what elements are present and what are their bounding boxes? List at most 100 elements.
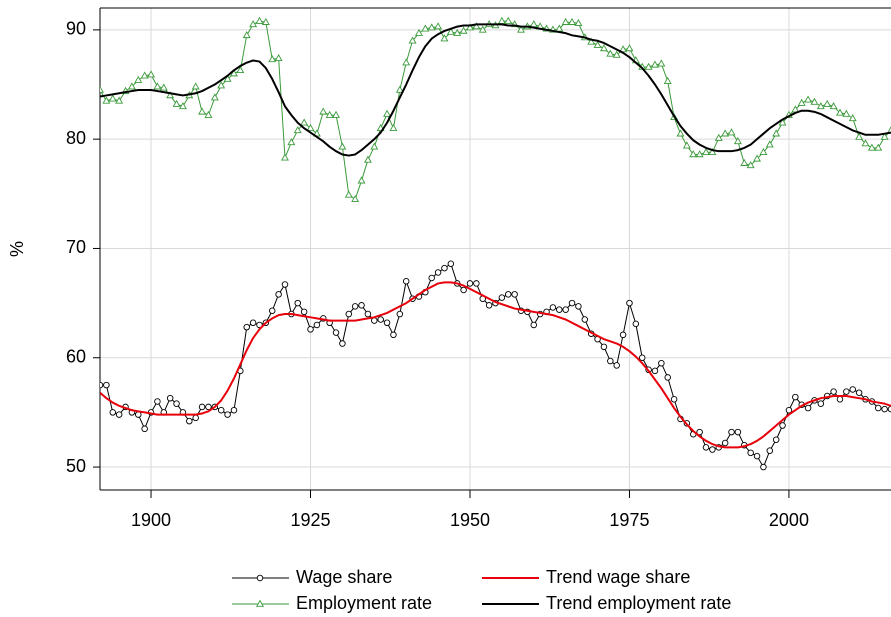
- point-marker: [408, 36, 417, 44]
- point-marker: [472, 22, 481, 30]
- point-marker: [281, 153, 289, 161]
- y-axis-label: %: [7, 241, 27, 257]
- point-marker: [421, 24, 430, 32]
- point-marker: [689, 150, 698, 158]
- point-marker: [759, 147, 768, 156]
- point-marker: [498, 294, 506, 301]
- point-marker: [293, 126, 302, 134]
- point-marker: [574, 18, 583, 27]
- point-marker: [619, 331, 627, 339]
- point-marker: [338, 142, 347, 150]
- point-marker: [466, 23, 474, 31]
- point-marker: [217, 406, 225, 414]
- point-marker: [100, 85, 104, 93]
- point-marker: [319, 107, 328, 115]
- point-marker: [242, 31, 251, 39]
- point-marker: [517, 25, 525, 33]
- point-marker: [402, 277, 410, 285]
- point-marker: [721, 129, 730, 137]
- point-marker: [414, 28, 423, 36]
- legend-label: Trend employment rate: [546, 593, 731, 613]
- legend-marker: [256, 574, 264, 582]
- point-marker: [396, 310, 404, 318]
- x-tick-label: 2000: [769, 510, 809, 530]
- point-marker: [383, 319, 391, 327]
- point-marker: [249, 20, 258, 28]
- point-marker: [275, 291, 282, 298]
- point-marker: [236, 65, 245, 74]
- point-marker: [504, 16, 513, 24]
- y-tick-label: 80: [66, 128, 86, 148]
- point-marker: [753, 452, 761, 460]
- point-marker: [664, 374, 671, 381]
- point-marker: [287, 138, 296, 146]
- point-marker: [746, 161, 755, 169]
- point-marker: [478, 25, 487, 33]
- point-marker: [836, 396, 844, 403]
- point-marker: [753, 154, 762, 162]
- point-marker: [154, 398, 161, 405]
- point-marker: [874, 143, 883, 151]
- point-marker: [473, 280, 480, 287]
- point-marker: [153, 82, 162, 90]
- point-marker: [887, 405, 891, 413]
- point-marker: [568, 17, 577, 25]
- x-tick-label: 1900: [131, 510, 171, 530]
- point-marker: [766, 447, 774, 454]
- point-marker: [880, 132, 889, 140]
- point-marker: [332, 110, 340, 118]
- point-marker: [785, 406, 793, 414]
- point-marker: [210, 93, 219, 101]
- legend-label: Trend wage share: [546, 567, 690, 587]
- point-marker: [377, 316, 384, 323]
- point-marker: [612, 50, 621, 58]
- series-line: [100, 281, 891, 449]
- point-marker: [835, 108, 844, 116]
- point-marker: [632, 320, 640, 328]
- point-marker: [696, 428, 703, 436]
- point-marker: [115, 411, 123, 418]
- point-marker: [778, 118, 787, 126]
- point-marker: [115, 96, 124, 104]
- point-marker: [792, 393, 799, 401]
- point-marker: [714, 133, 723, 141]
- point-marker: [549, 304, 557, 311]
- point-marker: [460, 286, 467, 294]
- point-marker: [249, 319, 257, 327]
- point-marker: [568, 299, 576, 307]
- point-marker: [804, 404, 812, 412]
- point-marker: [191, 82, 200, 90]
- x-tick-label: 1950: [450, 510, 490, 530]
- point-marker: [351, 303, 359, 310]
- point-marker: [581, 316, 589, 323]
- point-marker: [300, 308, 308, 316]
- point-marker: [606, 49, 615, 57]
- point-marker: [300, 118, 309, 126]
- point-marker: [345, 310, 353, 318]
- point-marker: [511, 291, 518, 298]
- point-marker: [428, 274, 435, 282]
- point-marker: [593, 40, 602, 48]
- point-marker: [830, 388, 837, 395]
- point-marker: [229, 69, 238, 77]
- point-marker: [351, 194, 360, 203]
- point-marker: [530, 321, 538, 329]
- point-marker: [682, 141, 691, 149]
- legend-label: Employment rate: [296, 593, 432, 613]
- point-marker: [772, 436, 780, 443]
- point-marker: [274, 53, 283, 62]
- point-marker: [306, 123, 315, 131]
- point-marker: [159, 83, 168, 91]
- point-marker: [779, 422, 786, 429]
- point-marker: [855, 132, 864, 140]
- point-marker: [772, 129, 781, 137]
- point-marker: [357, 176, 366, 184]
- legend-label: Wage share: [296, 567, 392, 587]
- series-line: [100, 263, 891, 468]
- point-marker: [626, 299, 633, 307]
- point-marker: [575, 303, 582, 310]
- point-marker: [172, 99, 181, 107]
- point-marker: [390, 331, 397, 339]
